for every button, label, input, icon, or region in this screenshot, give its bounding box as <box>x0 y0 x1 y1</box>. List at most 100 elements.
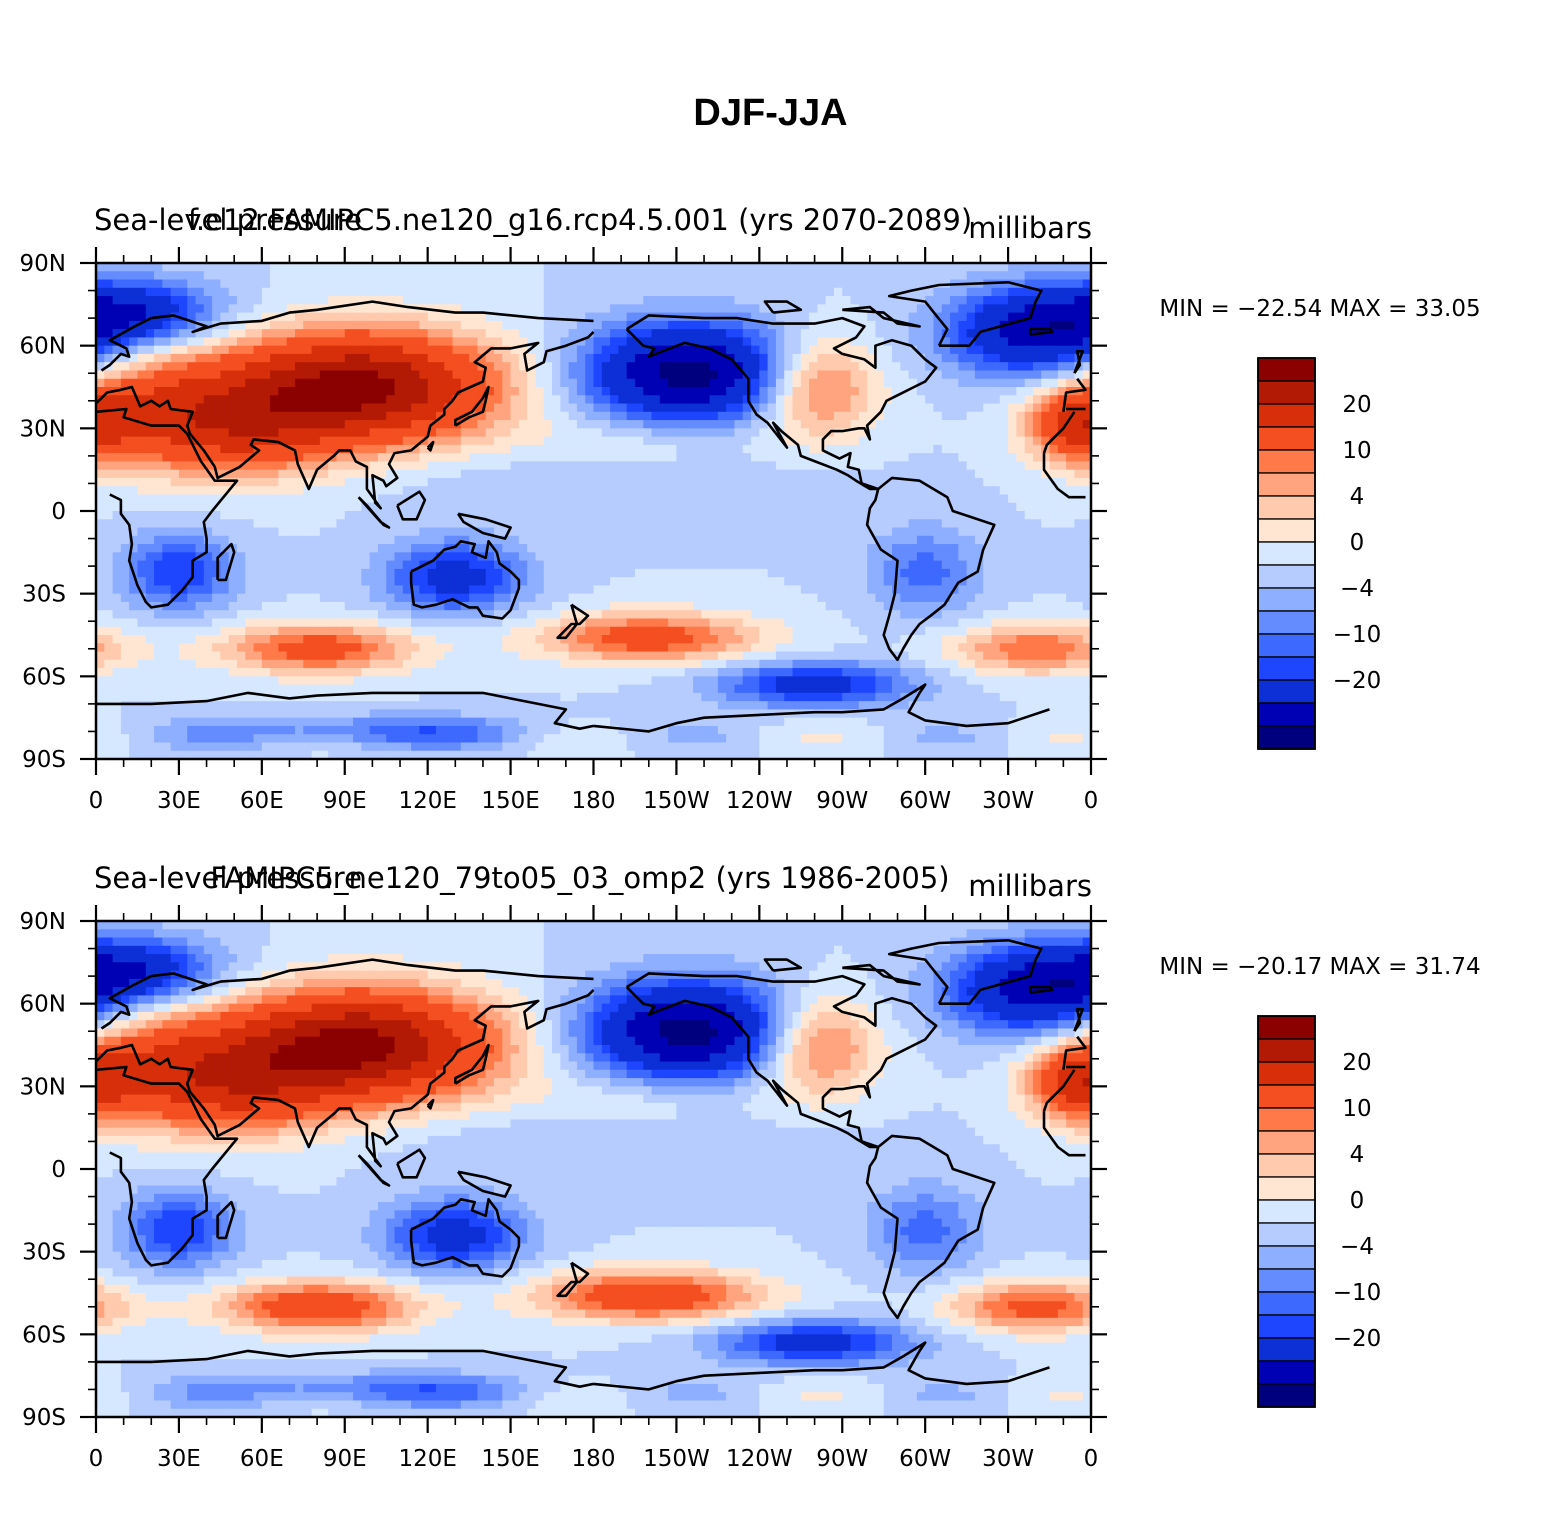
field-cell <box>1049 469 1059 479</box>
field-cell <box>1074 263 1084 272</box>
field-cell <box>875 271 885 281</box>
field-cell <box>593 552 603 562</box>
field-cell <box>112 593 122 603</box>
field-cell <box>775 362 785 372</box>
field-cell <box>469 312 479 322</box>
field-cell <box>684 320 694 330</box>
field-cell <box>867 378 877 388</box>
field-cell <box>842 535 852 545</box>
field-cell <box>618 312 628 322</box>
field-cell <box>96 320 105 330</box>
field-cell <box>187 263 197 272</box>
field-cell <box>651 436 661 446</box>
field-cell <box>742 353 752 363</box>
field-cell <box>950 428 959 438</box>
field-cell <box>460 428 470 438</box>
field-cell <box>411 453 420 462</box>
field-cell <box>833 544 843 553</box>
field-cell <box>925 337 935 347</box>
field-cell <box>178 287 188 297</box>
field-cell <box>96 428 105 438</box>
field-cell <box>999 296 1009 305</box>
field-cell <box>974 411 984 421</box>
field-cell <box>477 511 487 520</box>
field-cell <box>668 568 678 578</box>
field-cell <box>1057 420 1067 429</box>
field-cell <box>593 287 603 297</box>
field-cell <box>270 411 280 421</box>
field-cell <box>966 320 976 330</box>
panel-1-left-title: Sea-level pressure <box>94 203 362 237</box>
field-cell <box>651 320 661 330</box>
field-cell <box>817 544 827 553</box>
field-cell <box>336 469 346 479</box>
field-cell <box>568 370 578 380</box>
field-cell <box>444 486 454 496</box>
field-cell <box>460 378 470 388</box>
field-cell <box>618 279 628 289</box>
field-cell <box>162 345 172 355</box>
field-cell <box>253 271 263 281</box>
field-cell <box>328 486 338 496</box>
field-cell <box>361 370 371 380</box>
field-cell <box>867 577 877 586</box>
field-cell <box>892 453 901 462</box>
field-cell <box>137 486 147 496</box>
field-cell <box>610 263 619 272</box>
field-cell <box>245 395 255 405</box>
field-cell <box>933 453 943 462</box>
field-cell <box>974 420 984 429</box>
field-cell <box>129 263 139 272</box>
field-cell <box>220 428 230 438</box>
field-cell <box>693 585 702 595</box>
field-cell <box>129 287 139 297</box>
field-cell <box>576 387 586 396</box>
field-cell <box>452 287 462 297</box>
field-cell <box>402 312 412 322</box>
field-cell <box>552 519 561 529</box>
field-cell <box>784 337 794 347</box>
field-cell <box>668 527 678 537</box>
field-cell <box>477 353 487 363</box>
field-cell <box>361 329 371 338</box>
field-cell <box>883 329 893 338</box>
field-cell <box>742 560 752 570</box>
field-cell <box>684 271 694 281</box>
field-cell <box>634 469 644 479</box>
field-cell <box>1066 271 1076 281</box>
field-cell <box>295 428 304 438</box>
field-cell <box>145 403 155 413</box>
field-cell <box>552 535 561 545</box>
field-cell <box>195 560 205 570</box>
field-cell <box>212 535 221 545</box>
field-cell <box>941 345 951 355</box>
field-cell <box>435 519 445 529</box>
field-cell <box>543 312 553 322</box>
field-cell <box>278 370 288 380</box>
field-cell <box>104 544 114 553</box>
field-cell <box>792 486 802 496</box>
field-cell <box>576 320 586 330</box>
field-cell <box>253 304 263 314</box>
field-cell <box>245 345 255 355</box>
field-cell <box>170 585 180 595</box>
field-cell <box>825 469 835 479</box>
field-cell <box>535 436 545 446</box>
field-cell <box>709 560 719 570</box>
field-cell <box>419 469 429 479</box>
field-cell <box>900 469 910 479</box>
field-cell <box>377 511 387 520</box>
field-cell <box>1049 345 1059 355</box>
field-cell <box>353 527 362 537</box>
field-cell <box>1057 444 1067 454</box>
field-cell <box>1008 444 1017 454</box>
field-cell <box>494 395 503 405</box>
field-cell <box>137 477 147 487</box>
field-cell <box>129 552 139 562</box>
field-cell <box>568 436 578 446</box>
field-cell <box>419 320 429 330</box>
field-cell <box>751 362 760 372</box>
field-cell <box>800 279 810 289</box>
field-cell <box>228 527 238 537</box>
field-cell <box>817 593 827 603</box>
